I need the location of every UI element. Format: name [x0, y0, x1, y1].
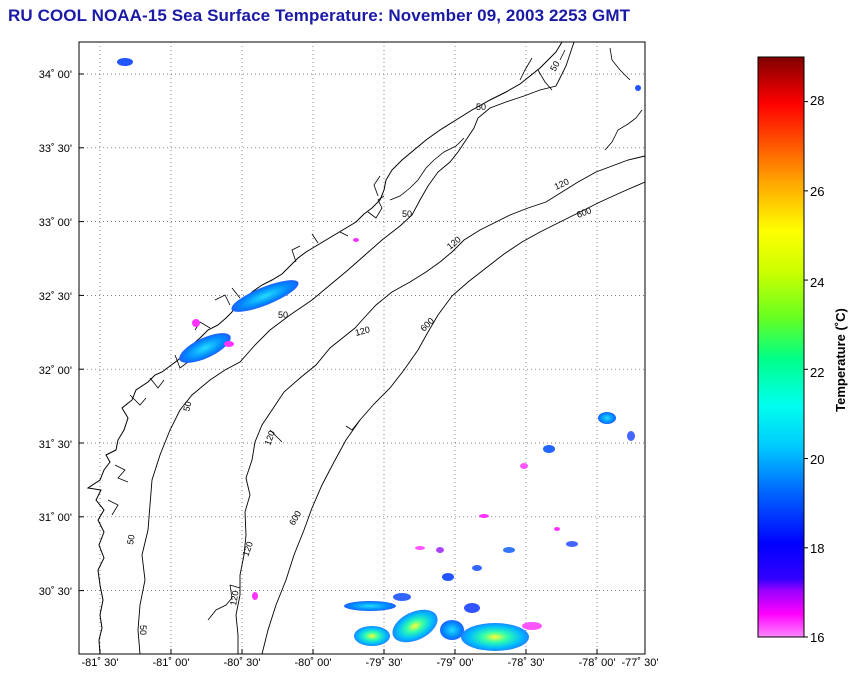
- isobath-120: [235, 155, 645, 654]
- latitude-tick-label: 32˚ 00': [39, 365, 72, 377]
- isobath-label: 120: [262, 429, 277, 447]
- isobath-detail: [207, 109, 643, 621]
- sst-data-patches: [117, 58, 641, 651]
- latitude-tick-label: 34˚ 00': [39, 69, 72, 81]
- longitude-tick-label: -80˚ 30': [224, 657, 261, 669]
- isobath-label: 600: [575, 205, 593, 220]
- latitude-tick-label: 33˚ 30': [39, 143, 72, 155]
- isobath-label: 120: [240, 540, 255, 558]
- colorbar-tick-label: 24: [810, 275, 824, 290]
- isobath-label: 50: [181, 400, 193, 412]
- colorbar-tick-label: 20: [810, 452, 824, 467]
- latitude-tick-label: 32˚ 30': [39, 291, 72, 303]
- longitude-axis: -81˚ 30' -81˚ 00' -80˚ 30' -80˚ 00' -79˚…: [82, 657, 659, 669]
- isobath-label: 120: [228, 590, 240, 607]
- longitude-tick-label: -77˚ 30': [622, 657, 659, 669]
- latitude-tick-label: 33˚ 00': [39, 217, 72, 229]
- isobath-600: [261, 181, 645, 654]
- longitude-tick-label: -81˚ 30': [82, 657, 119, 669]
- longitude-tick-label: -78˚ 30': [508, 657, 545, 669]
- colorbar-gradient: [757, 56, 805, 638]
- colorbar-tick-label: 18: [810, 541, 824, 556]
- isobath-label: 50: [548, 59, 562, 73]
- longitude-tick-label: -80˚ 00': [295, 657, 332, 669]
- longitude-tick-label: -81˚ 00': [153, 657, 190, 669]
- latitude-tick-label: 30˚ 30': [39, 586, 72, 598]
- map-title: RU COOL NOAA-15 Sea Surface Temperature:…: [8, 6, 631, 25]
- isobath-label: 50: [402, 209, 412, 219]
- isobath-label: 50: [138, 625, 148, 635]
- colorbar: 28 26 24 22 20 18 16 Temperature (˚C): [757, 56, 848, 645]
- longitude-tick-label: -79˚ 30': [366, 657, 403, 669]
- colorbar-title: Temperature (˚C): [833, 308, 848, 412]
- colorbar-tick-label: 16: [810, 630, 824, 645]
- isobath-label: 50: [476, 102, 486, 112]
- latitude-tick-label: 31˚ 00': [39, 512, 72, 524]
- latitude-axis: 34˚ 00' 33˚ 30' 33˚ 00' 32˚ 30' 32˚ 00' …: [39, 69, 72, 598]
- colorbar-ticks: [804, 101, 808, 638]
- longitude-tick-label: -79˚ 00': [437, 657, 474, 669]
- isobath-label: 120: [354, 324, 371, 338]
- colorbar-tick-label: 28: [810, 93, 824, 108]
- isobath-50: [137, 42, 575, 654]
- longitude-tick-label: -78˚ 00': [579, 657, 616, 669]
- map-frame: [78, 41, 646, 655]
- isobath-label: 50: [125, 534, 137, 546]
- colorbar-tick-label: 26: [810, 184, 824, 199]
- coastline: [86, 42, 563, 654]
- colorbar-tick-label: 22: [810, 365, 824, 380]
- map-content: 50 50 50 50 50 50 50 120 120 120 120 120…: [86, 42, 645, 654]
- latitude-tick-label: 31˚ 30': [39, 439, 72, 451]
- isobath-label: 50: [278, 310, 288, 320]
